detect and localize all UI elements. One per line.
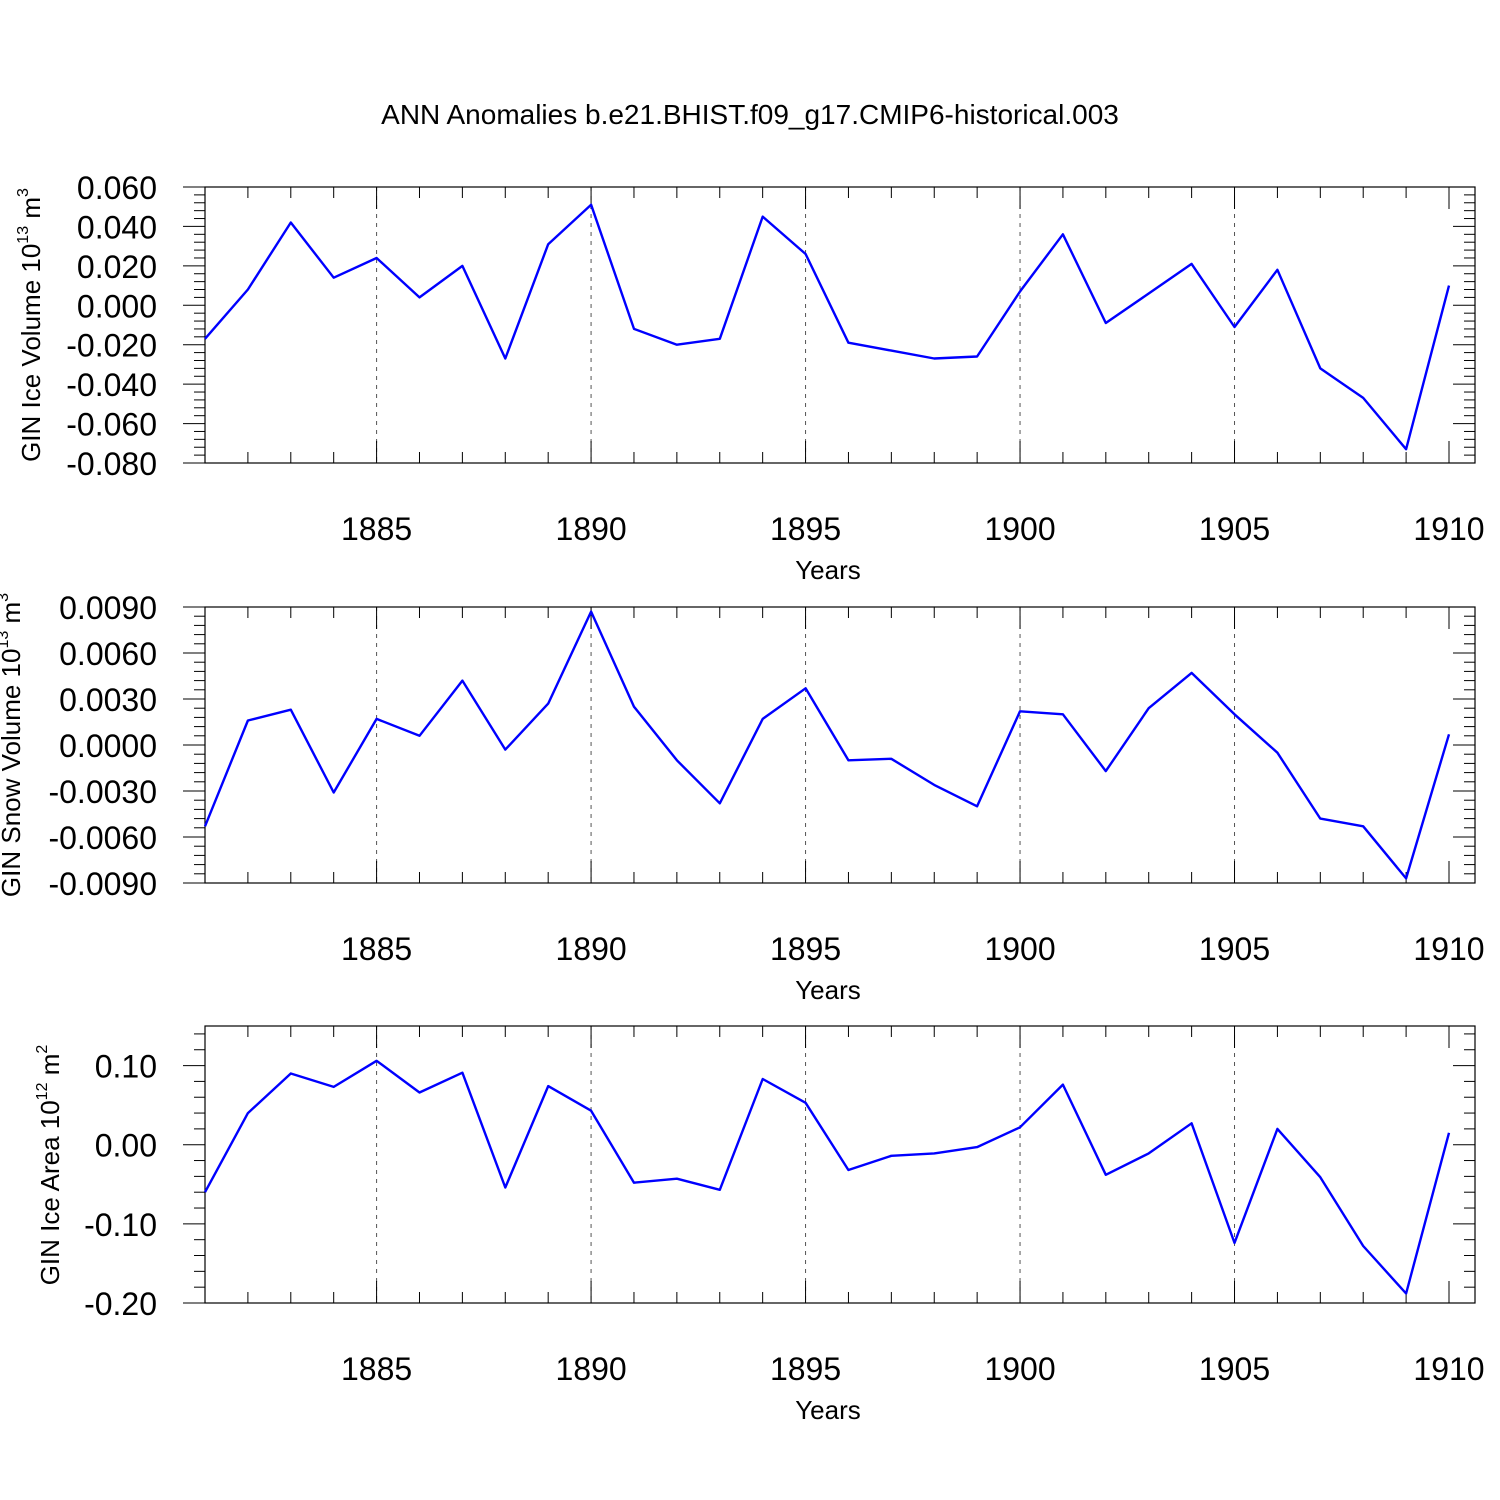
figure-title: ANN Anomalies b.e21.BHIST.f09_g17.CMIP6-… xyxy=(381,99,1119,130)
x-tick-label: 1885 xyxy=(341,931,412,967)
y-axis-label: GIN Ice Volume 1013 m3 xyxy=(15,188,46,462)
x-tick-label: 1900 xyxy=(984,1351,1055,1387)
x-tick-label: 1905 xyxy=(1199,931,1270,967)
y-tick-label: -0.0030 xyxy=(48,774,157,810)
y-tick-label: 0.0060 xyxy=(59,636,157,672)
y-tick-label: 0.060 xyxy=(77,170,157,206)
y-tick-label: 0.10 xyxy=(95,1049,157,1085)
plot-frame xyxy=(204,186,1476,464)
panel-ice-area: 0.10 0.00 -0.10 -0.20 1885 1890 1895 1900 1905 1… xyxy=(34,1025,1485,1425)
x-axis-label: Years xyxy=(795,975,861,1005)
y-tick-label: -0.020 xyxy=(66,328,157,364)
y-tick-label: 0.0030 xyxy=(59,682,157,718)
x-tick-label: 1905 xyxy=(1199,1351,1270,1387)
x-tick-label: 1885 xyxy=(341,511,412,547)
x-tick-label: 1905 xyxy=(1199,511,1270,547)
y-axis-label: GIN Snow Volume 1013 m3 xyxy=(0,593,26,897)
series-line xyxy=(204,203,1451,451)
x-tick-label: 1890 xyxy=(555,931,626,967)
x-tick-label: 1895 xyxy=(770,1351,841,1387)
x-tick-label: 1900 xyxy=(984,511,1055,547)
x-tick-label: 1885 xyxy=(341,1351,412,1387)
x-tick-label: 1910 xyxy=(1413,931,1484,967)
y-tick-label: 0.000 xyxy=(77,288,157,324)
x-axis-label: Years xyxy=(795,555,861,585)
series-line xyxy=(203,610,1451,880)
y-tick-label: 0.00 xyxy=(95,1128,157,1164)
y-tick-label: -0.10 xyxy=(84,1207,157,1243)
x-tick-label: 1910 xyxy=(1413,511,1484,547)
y-tick-label: -0.040 xyxy=(66,367,157,403)
x-tick-label: 1910 xyxy=(1413,1351,1484,1387)
y-tick-label: -0.080 xyxy=(66,446,157,482)
x-axis-label: Years xyxy=(795,1395,861,1425)
panel-snow-volume: 0.0090 0.0060 0.0030 0.0000 -0.0030 -0.0060 -0… xyxy=(0,590,1485,1005)
y-tick-label: 0.040 xyxy=(77,209,157,245)
y-tick-label: 0.0090 xyxy=(59,590,157,626)
y-tick-label: 0.0000 xyxy=(59,728,157,764)
y-tick-label: -0.20 xyxy=(84,1286,157,1322)
series-line xyxy=(203,1059,1451,1295)
x-tick-label: 1895 xyxy=(770,511,841,547)
y-tick-label: -0.0090 xyxy=(48,866,157,902)
x-tick-label: 1890 xyxy=(555,1351,626,1387)
plot-frame xyxy=(204,1025,1476,1304)
x-tick-label: 1890 xyxy=(555,511,626,547)
y-tick-label: -0.060 xyxy=(66,407,157,443)
y-tick-label: 0.020 xyxy=(77,249,157,285)
y-axis-label: GIN Ice Area 1012 m2 xyxy=(34,1045,65,1286)
x-tick-label: 1900 xyxy=(984,931,1055,967)
x-tick-label: 1895 xyxy=(770,931,841,967)
y-tick-label: -0.0060 xyxy=(48,820,157,856)
